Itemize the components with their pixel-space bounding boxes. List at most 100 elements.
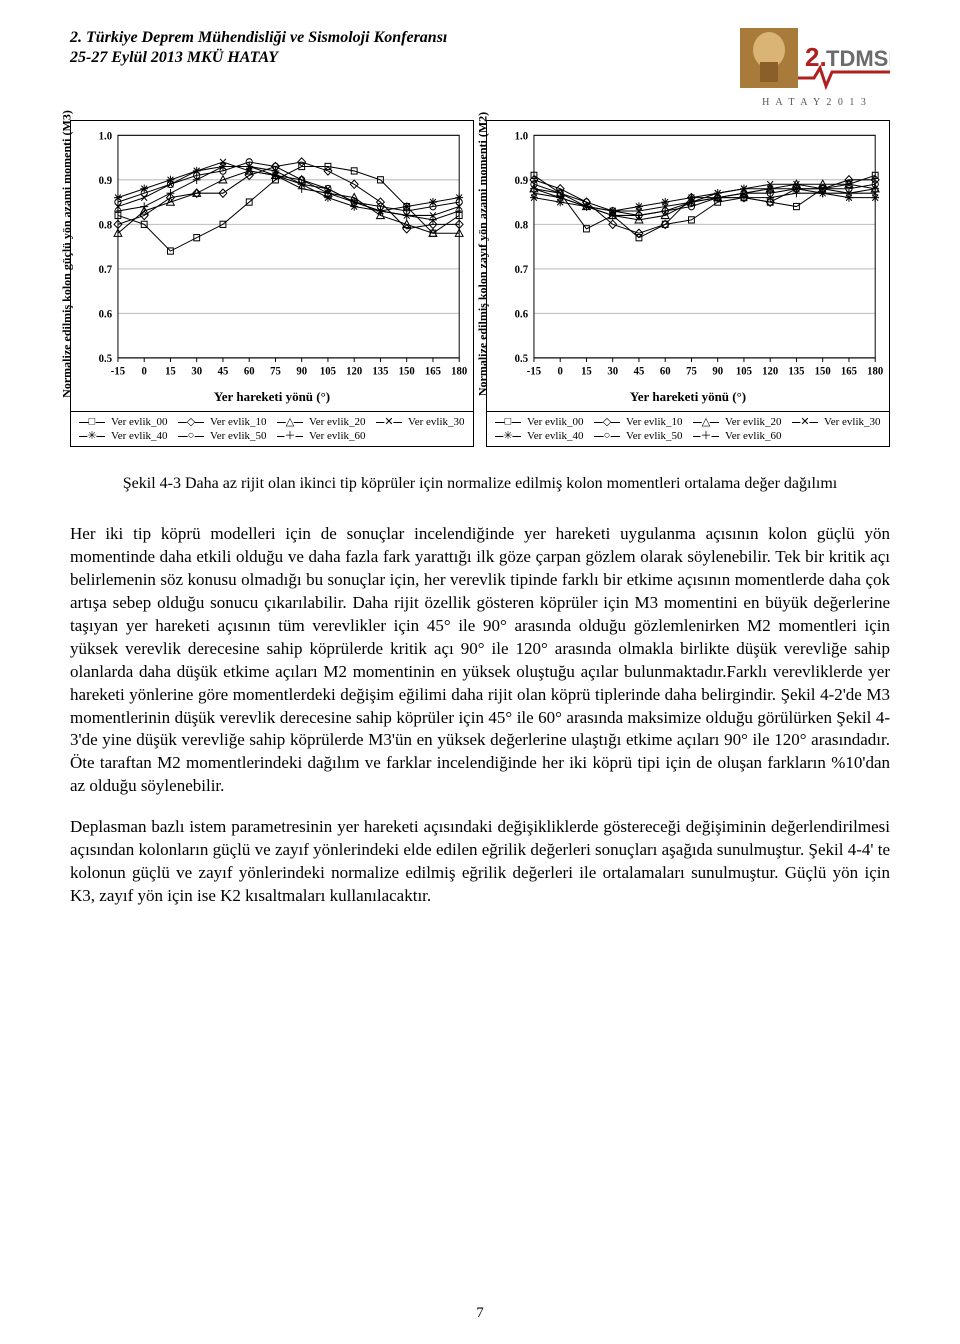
legend-marker-icon: ○ <box>188 429 195 441</box>
svg-text:0.7: 0.7 <box>99 264 113 276</box>
legend-label: Ver evlik_50 <box>210 430 267 442</box>
svg-text:TDMSK: TDMSK <box>826 46 890 71</box>
legend-marker-icon: △ <box>702 415 710 428</box>
svg-text:75: 75 <box>686 365 697 377</box>
legend-marker-icon: ＋ <box>285 427 296 443</box>
svg-text:0.9: 0.9 <box>515 175 529 187</box>
chart-right-legend: □Ver evlik_00 ◇ Ver evlik_10 △ Ver evlik_20 ✕… <box>486 411 890 447</box>
legend-marker-icon: ✳ <box>503 429 512 442</box>
svg-text:0.6: 0.6 <box>99 308 113 320</box>
legend-label: Ver evlik_60 <box>309 430 366 442</box>
svg-text:30: 30 <box>191 365 202 377</box>
logo-subtitle: H A T A Y 2 0 1 3 <box>740 97 890 108</box>
svg-text:150: 150 <box>399 365 416 377</box>
legend-label: Ver evlik_10 <box>626 416 683 428</box>
svg-text:15: 15 <box>165 365 176 377</box>
svg-text:0.8: 0.8 <box>99 219 113 231</box>
svg-text:0.8: 0.8 <box>515 219 529 231</box>
svg-text:0.7: 0.7 <box>515 264 529 276</box>
legend-label: Ver evlik_00 <box>111 416 168 428</box>
header-logo-block: 2. TDMSK H A T A Y 2 0 1 3 <box>740 28 890 110</box>
legend-label: Ver evlik_10 <box>210 416 267 428</box>
svg-text:2.: 2. <box>805 42 827 72</box>
svg-text:60: 60 <box>660 365 671 377</box>
legend-item: ◇ Ver evlik_10 <box>594 416 683 428</box>
legend-item: ○ Ver evlik_50 <box>178 430 267 442</box>
svg-text:165: 165 <box>425 365 442 377</box>
legend-item: ＋ Ver evlik_60 <box>693 430 782 442</box>
legend-item: ✕Ver evlik_30 <box>376 416 465 428</box>
header-line-2: 25-27 Eylül 2013 MKÜ HATAY <box>70 48 447 68</box>
svg-text:90: 90 <box>712 365 723 377</box>
charts-row: Normalize edilmiş kolon güçlü yön azami … <box>70 120 890 447</box>
legend-label: Ver evlik_40 <box>527 430 584 442</box>
conference-logo-icon: 2. TDMSK H A T A Y 2 0 1 3 <box>740 28 890 108</box>
page: 2. Türkiye Deprem Mühendisliği ve Sismol… <box>0 0 960 1344</box>
legend-item: ✕Ver evlik_30 <box>792 416 881 428</box>
conference-header: 2. Türkiye Deprem Mühendisliği ve Sismol… <box>70 28 447 68</box>
legend-label: Ver evlik_60 <box>725 430 782 442</box>
legend-marker-icon: ＋ <box>701 427 712 443</box>
svg-text:135: 135 <box>372 365 389 377</box>
legend-item: ✳ Ver evlik_40 <box>79 430 168 442</box>
svg-text:0.6: 0.6 <box>515 308 529 320</box>
legend-item: □ Ver evlik_00 <box>79 416 168 428</box>
header-row: 2. Türkiye Deprem Mühendisliği ve Sismol… <box>70 28 890 110</box>
svg-text:1.0: 1.0 <box>515 130 529 142</box>
legend-marker-icon: ○ <box>604 429 611 441</box>
chart-right: Normalize edilmiş kolon zayıf yön azami … <box>486 120 890 447</box>
svg-text:0.5: 0.5 <box>515 353 529 365</box>
legend-item: ＋ Ver evlik_60 <box>277 430 366 442</box>
svg-text:0.5: 0.5 <box>99 353 113 365</box>
svg-text:45: 45 <box>634 365 645 377</box>
legend-label: Ver evlik_30 <box>408 416 465 428</box>
chart-right-ylabel: Normalize edilmiş kolon zayıf yön azami … <box>476 112 491 396</box>
legend-marker-icon: ✳ <box>87 429 96 442</box>
chart-left: Normalize edilmiş kolon güçlü yön azami … <box>70 120 474 447</box>
legend-item: □Ver evlik_00 <box>495 416 584 428</box>
svg-text:0: 0 <box>142 365 148 377</box>
figure-caption: Şekil 4-3 Daha az rijit olan ikinci tip … <box>70 475 890 493</box>
svg-text:0: 0 <box>558 365 564 377</box>
svg-text:120: 120 <box>762 365 779 377</box>
legend-marker-icon: □ <box>89 415 96 427</box>
chart-left-plot: Normalize edilmiş kolon güçlü yön azami … <box>71 121 473 387</box>
legend-item: △ Ver evlik_20 <box>693 416 782 428</box>
svg-text:105: 105 <box>736 365 753 377</box>
svg-text:180: 180 <box>867 365 883 377</box>
svg-text:1.0: 1.0 <box>99 130 113 142</box>
svg-text:0.9: 0.9 <box>99 175 113 187</box>
legend-marker-icon: ◇ <box>603 415 611 428</box>
svg-text:180: 180 <box>451 365 467 377</box>
legend-marker-icon: ◇ <box>187 415 195 428</box>
svg-text:60: 60 <box>244 365 255 377</box>
svg-text:75: 75 <box>270 365 281 377</box>
legend-marker-icon: △ <box>286 415 294 428</box>
legend-label: Ver evlik_20 <box>309 416 366 428</box>
svg-text:165: 165 <box>841 365 858 377</box>
svg-text:45: 45 <box>218 365 229 377</box>
legend-item: ○ Ver evlik_50 <box>594 430 683 442</box>
chart-left-ylabel: Normalize edilmiş kolon güçlü yön azami … <box>60 110 75 398</box>
header-line-1: 2. Türkiye Deprem Mühendisliği ve Sismol… <box>70 28 447 48</box>
svg-text:105: 105 <box>320 365 337 377</box>
svg-text:150: 150 <box>815 365 832 377</box>
page-number: 7 <box>0 1305 960 1322</box>
legend-label: Ver evlik_40 <box>111 430 168 442</box>
legend-label: Ver evlik_30 <box>824 416 881 428</box>
legend-label: Ver evlik_50 <box>626 430 683 442</box>
legend-item: ✳ Ver evlik_40 <box>495 430 584 442</box>
legend-item: △ Ver evlik_20 <box>277 416 366 428</box>
legend-label: Ver evlik_20 <box>725 416 782 428</box>
svg-text:120: 120 <box>346 365 363 377</box>
svg-text:30: 30 <box>607 365 618 377</box>
svg-text:-15: -15 <box>527 365 542 377</box>
svg-text:-15: -15 <box>111 365 126 377</box>
legend-item: ◇ Ver evlik_10 <box>178 416 267 428</box>
paragraph-2: Deplasman bazlı istem parametresinin yer… <box>70 816 890 908</box>
svg-text:90: 90 <box>296 365 307 377</box>
paragraph-1: Her iki tip köprü modelleri için de sonu… <box>70 523 890 798</box>
svg-text:135: 135 <box>788 365 805 377</box>
legend-marker-icon: □ <box>505 415 512 427</box>
chart-left-legend: □ Ver evlik_00 ◇ Ver evlik_10 △ Ver evlik_20 ✕… <box>70 411 474 447</box>
